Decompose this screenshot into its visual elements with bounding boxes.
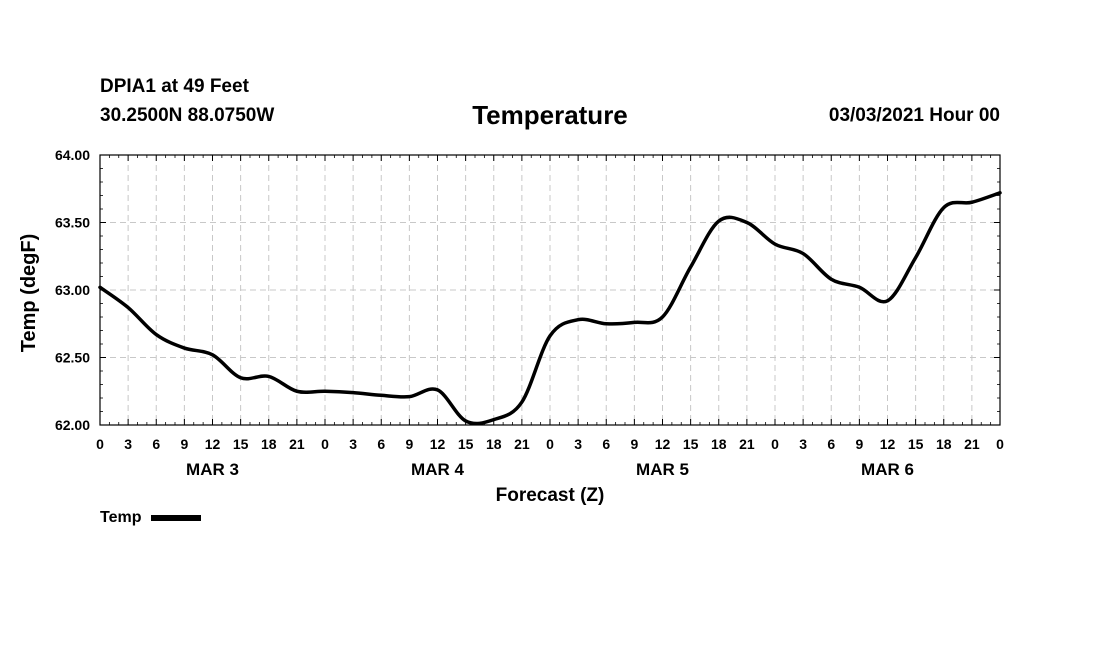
x-tick-label: 3 [799,436,807,452]
legend-label: Temp [100,509,142,526]
x-tick-label: 15 [908,436,924,452]
x-tick-label: 6 [602,436,610,452]
x-tick-label: 6 [377,436,385,452]
x-tick-label: 9 [180,436,188,452]
x-tick-label: 0 [996,436,1004,452]
x-tick-label: 15 [683,436,699,452]
x-tick-label: 12 [430,436,446,452]
x-tick-label: 18 [711,436,727,452]
x-tick-label: 0 [771,436,779,452]
day-label: MAR 5 [636,460,689,479]
x-tick-label: 3 [349,436,357,452]
y-tick-label: 63.50 [55,215,90,231]
x-tick-label: 21 [514,436,530,452]
x-tick-label: 12 [655,436,671,452]
x-tick-label: 0 [546,436,554,452]
day-label: MAR 6 [861,460,914,479]
grid-lines [100,155,1000,425]
y-tick-label: 62.50 [55,350,90,366]
x-tick-label: 9 [855,436,863,452]
temp-series-line [98,191,1002,426]
x-tick-label: 15 [458,436,474,452]
x-tick-label: 18 [486,436,502,452]
y-tick-label: 63.00 [55,282,90,298]
x-tick-label: 6 [827,436,835,452]
run-time-label: 03/03/2021 Hour 00 [828,105,1000,126]
coordinates-label: 30.2500N 88.0750W [100,105,275,126]
x-tick-label: 18 [261,436,277,452]
x-tick-label: 21 [964,436,980,452]
x-tick-label: 3 [124,436,132,452]
chart-title: Temperature [472,100,628,130]
day-label: MAR 4 [411,460,464,479]
legend: Temp [100,509,202,527]
tick-labels: 0 3 6 9 12 15 18 21 0 3 6 9 12 15 18 21 0 3 6 9 12 15 18 21 0 3 6 9… [55,147,1004,479]
x-tick-label: 9 [405,436,413,452]
x-tick-label: 12 [880,436,896,452]
legend-swatch [151,515,202,521]
plot-frame [99,154,1001,426]
y-axis-label: Temp (degF) [18,234,40,353]
x-tick-label: 21 [739,436,755,452]
x-tick-label: 0 [321,436,329,452]
x-axis-label: Forecast (Z) [496,485,605,506]
x-tick-label: 12 [205,436,221,452]
x-tick-label: 6 [152,436,160,452]
x-tick-label: 21 [289,436,305,452]
x-tick-label: 18 [936,436,952,452]
station-label: DPIA1 at 49 Feet [100,76,249,97]
x-tick-label: 0 [96,436,104,452]
x-tick-label: 9 [630,436,638,452]
x-tick-label: 3 [574,436,582,452]
day-label: MAR 3 [186,460,239,479]
x-tick-label: 15 [233,436,249,452]
y-tick-label: 64.00 [55,147,90,163]
y-tick-label: 62.00 [55,417,90,433]
